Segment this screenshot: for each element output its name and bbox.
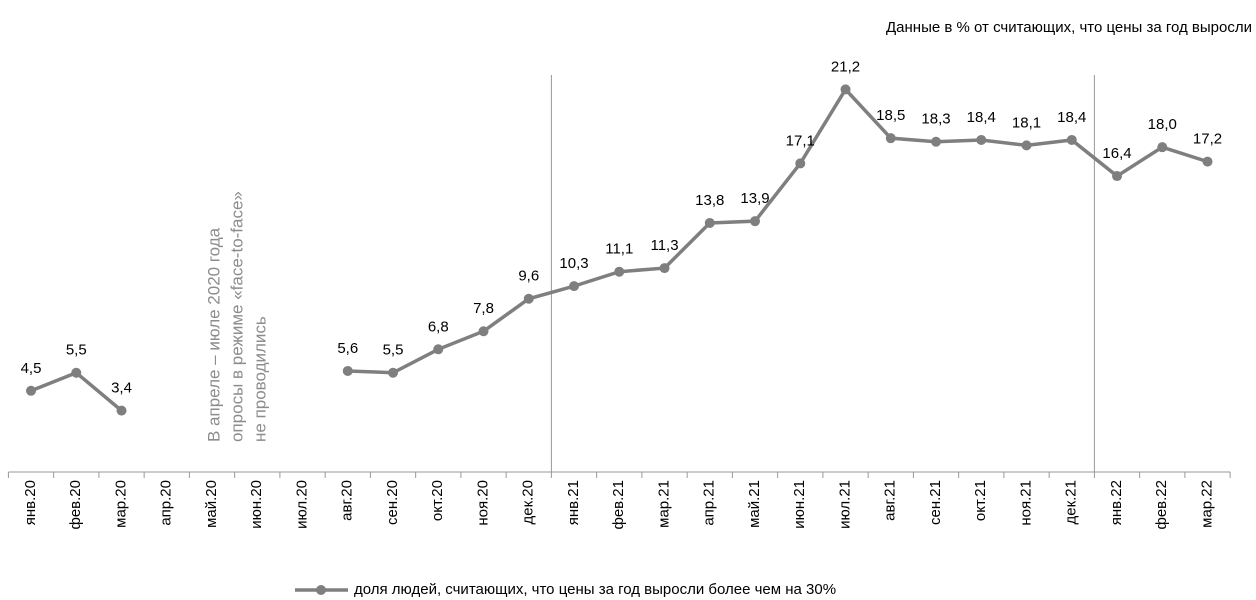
point bbox=[659, 263, 670, 274]
point bbox=[750, 216, 761, 227]
x-tick-label: май.21 bbox=[746, 480, 763, 528]
x-tick-label: ноя.21 bbox=[1017, 480, 1034, 526]
x-tick-label: янв.22 bbox=[1108, 480, 1125, 525]
data-label: 13,8 bbox=[695, 192, 724, 209]
point bbox=[840, 84, 851, 95]
note: В апреле – июле 2020 года опросы в режим… bbox=[204, 191, 269, 442]
x-tick-label: мар.20 bbox=[112, 480, 129, 528]
x-tick-label: апр.21 bbox=[701, 480, 718, 526]
point bbox=[1066, 134, 1077, 145]
x-tick-label: сен.20 bbox=[384, 480, 401, 525]
data-label: 17,2 bbox=[1193, 131, 1222, 148]
point bbox=[523, 293, 534, 304]
data-label: 16,4 bbox=[1102, 145, 1131, 162]
point bbox=[71, 367, 82, 378]
x-tick-label: дек.20 bbox=[520, 480, 537, 525]
data-label: 10,3 bbox=[559, 255, 588, 272]
x-tick-label: мар.21 bbox=[655, 480, 672, 528]
x-tick-label: окт.21 bbox=[972, 480, 989, 521]
note-line: опросы в режиме «face-to-face» bbox=[227, 191, 246, 442]
data-label: 18,4 bbox=[1057, 109, 1086, 126]
x-tick-label: мар.22 bbox=[1198, 480, 1215, 528]
x-tick-label: сен.21 bbox=[927, 480, 944, 525]
point bbox=[342, 365, 353, 376]
point bbox=[614, 266, 625, 277]
data-label: 3,4 bbox=[111, 380, 132, 397]
data-label: 4,5 bbox=[21, 360, 42, 377]
data-label: 7,8 bbox=[473, 300, 494, 317]
data-label: 9,6 bbox=[518, 268, 539, 285]
point bbox=[976, 134, 987, 145]
point bbox=[569, 281, 580, 292]
data-label: 5,5 bbox=[383, 342, 404, 359]
point bbox=[931, 136, 942, 147]
data-label: 5,5 bbox=[66, 342, 87, 359]
note-line: В апреле – июле 2020 года bbox=[204, 227, 223, 442]
legend-label: доля людей, считающих, что цены за год в… bbox=[354, 581, 836, 598]
x-tick-label: фев.22 bbox=[1153, 480, 1170, 530]
note-line: не проводились bbox=[250, 316, 269, 442]
data-label: 18,0 bbox=[1148, 116, 1177, 133]
point bbox=[26, 385, 37, 396]
x-tick-label: окт.20 bbox=[429, 480, 446, 521]
data-label: 11,1 bbox=[605, 241, 633, 258]
x-tick-label: июн.21 bbox=[791, 480, 808, 529]
x-tick-label: янв.20 bbox=[22, 480, 39, 525]
point bbox=[795, 158, 806, 169]
point bbox=[116, 405, 127, 416]
x-tick-label: янв.21 bbox=[565, 480, 582, 525]
data-label: 18,4 bbox=[967, 109, 996, 126]
point bbox=[1021, 140, 1032, 151]
point bbox=[1202, 156, 1213, 167]
point bbox=[478, 326, 489, 337]
x-tick-label: июл.21 bbox=[836, 480, 853, 529]
x-tick-label: май.20 bbox=[203, 480, 220, 528]
point bbox=[1112, 171, 1123, 182]
data-label: 11,3 bbox=[650, 237, 678, 254]
x-tick-label: фев.21 bbox=[610, 480, 627, 530]
point bbox=[388, 367, 399, 378]
data-label: 18,1 bbox=[1012, 114, 1041, 131]
data-label: 17,1 bbox=[786, 132, 815, 149]
data-label: 21,2 bbox=[831, 58, 860, 75]
x-tick-label: авг.21 bbox=[882, 480, 899, 521]
x-tick-label: июл.20 bbox=[293, 480, 310, 529]
data-label: 18,3 bbox=[921, 111, 950, 128]
point bbox=[704, 217, 715, 228]
legend-marker bbox=[316, 585, 326, 595]
point bbox=[433, 344, 444, 355]
x-tick-label: апр.20 bbox=[158, 480, 175, 526]
point bbox=[885, 133, 896, 144]
data-label: 18,5 bbox=[876, 107, 905, 124]
x-tick-label: фев.20 bbox=[67, 480, 84, 530]
x-tick-label: авг.20 bbox=[339, 480, 356, 521]
data-label: 6,8 bbox=[428, 318, 449, 335]
x-tick-label: ноя.20 bbox=[474, 480, 491, 526]
x-tick-label: июн.20 bbox=[248, 480, 265, 529]
x-tick-label: дек.21 bbox=[1063, 480, 1080, 525]
data-label: 5,6 bbox=[337, 340, 358, 357]
chart-title: Данные в % от считающих, что цены за год… bbox=[886, 19, 1252, 36]
data-label: 13,9 bbox=[740, 190, 769, 207]
point bbox=[1157, 142, 1168, 153]
